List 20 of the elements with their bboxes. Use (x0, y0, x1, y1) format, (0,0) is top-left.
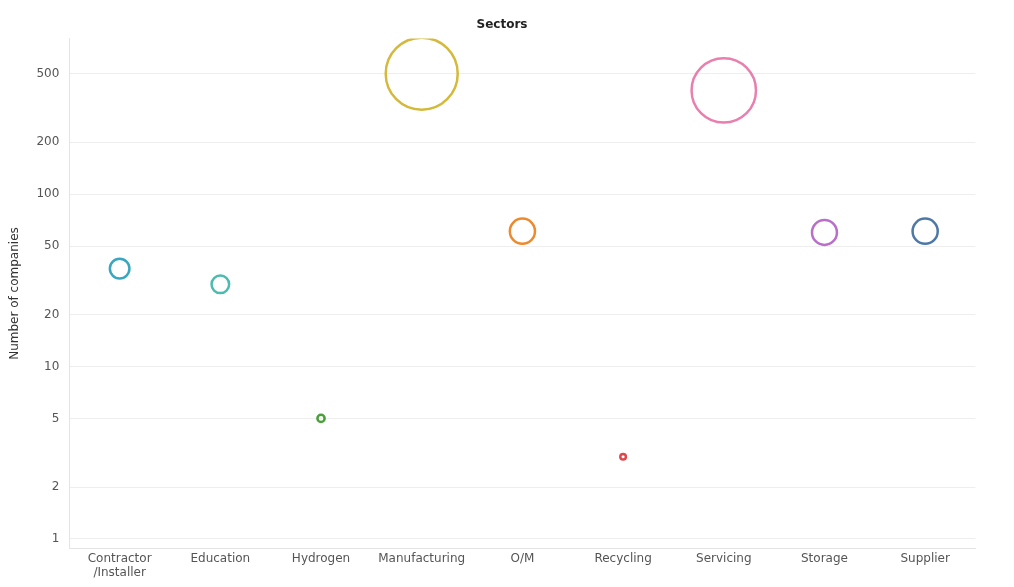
y-tick-label: 500 (36, 65, 60, 80)
y-tick-label: 20 (44, 306, 60, 321)
x-tick-label: Hydrogen (291, 550, 351, 565)
y-tick-label: 1 (51, 531, 60, 546)
x-tick-label: Contractor /Installer (87, 550, 152, 580)
x-tick-label: Storage (800, 550, 848, 565)
x-tick-label: Education (190, 550, 251, 565)
y-tick-label: 10 (44, 358, 60, 373)
y-tick-label: 2 (51, 479, 60, 494)
x-tick-label: Servicing (696, 550, 752, 565)
chart-title: Sectors (476, 17, 528, 32)
y-tick-label: 200 (36, 134, 60, 149)
x-tick-label: O/M (510, 550, 535, 565)
x-tick-label: Manufacturing (378, 550, 466, 565)
y-axis-title: Number of companies (7, 227, 22, 360)
x-tick-label: Recycling (594, 550, 652, 565)
y-tick-label: 100 (36, 186, 60, 201)
y-tick-label: 50 (44, 238, 60, 253)
y-tick-label: 5 (51, 410, 60, 425)
x-tick-label: Supplier (900, 550, 950, 565)
